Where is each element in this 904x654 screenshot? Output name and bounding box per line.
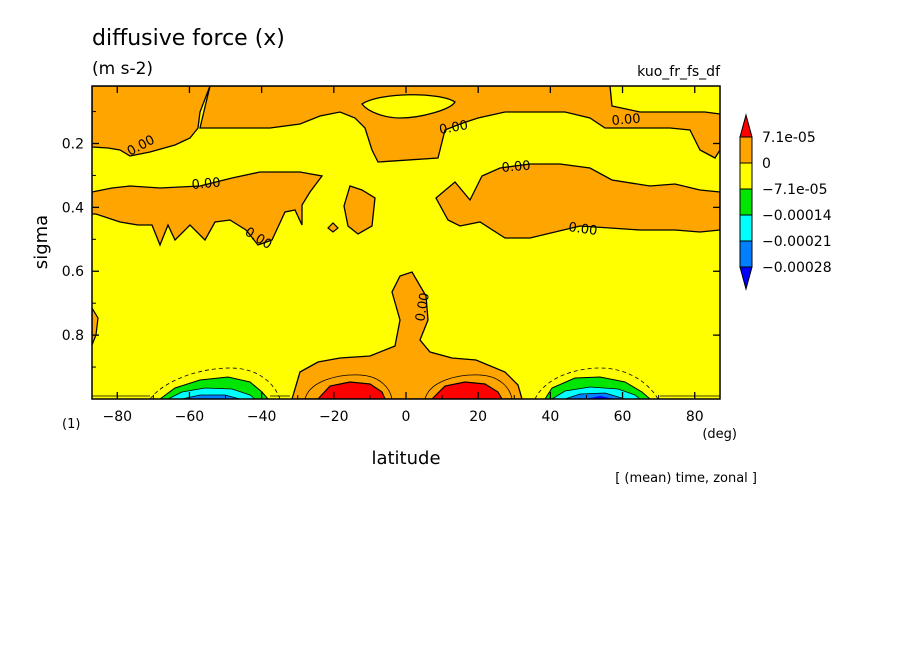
left-inner-contour (304, 374, 393, 399)
tropical-positive-region (291, 271, 523, 399)
colorbar-label: 0 (762, 156, 771, 172)
center-positive-blob (343, 185, 376, 235)
chart-units: (m s-2) (92, 59, 153, 79)
contour-label: 0.00 (567, 220, 598, 239)
colorbar-label: −0.00014 (762, 208, 832, 224)
colorbar-label: −7.1e-05 (762, 182, 827, 198)
left-red-core (317, 381, 386, 399)
colorbar-label: −0.00028 (762, 260, 832, 276)
mid-right-positive-region (435, 163, 720, 239)
contour-label: 0.00 (191, 176, 221, 193)
x-tick-label: −40 (247, 409, 277, 425)
y-axis: 0.2 0.4 0.6 0.8 (62, 111, 720, 368)
colorbar-label: 7.1e-05 (762, 130, 816, 146)
x-axis-label: latitude (371, 448, 440, 469)
right-dashed-contour (534, 367, 659, 399)
colorbar-band (739, 240, 753, 268)
x-tick-label: 80 (686, 409, 704, 425)
upper-positive-region (92, 86, 720, 163)
colorbar-label: −0.00021 (762, 234, 832, 250)
variable-id: kuo_fr_fs_df (637, 64, 721, 80)
chart-title: diffusive force (x) (92, 26, 285, 51)
colorbar-band (739, 162, 753, 190)
x-axis-unit: (deg) (702, 427, 737, 442)
y-tick-label: 0.6 (62, 264, 84, 280)
x-tick-label: 20 (469, 409, 487, 425)
top-negative-hole (361, 94, 456, 119)
contour-field (92, 86, 720, 399)
contour-label: 0.00 (413, 292, 433, 323)
x-tick-label: 60 (614, 409, 632, 425)
left-dashed-contour (149, 367, 281, 399)
y-tick-label: 0.4 (62, 200, 84, 216)
contour-label: 0.00 (611, 112, 641, 129)
footer-note: [ (mean) time, zonal ] (615, 471, 757, 486)
panel-label: (1) (62, 417, 80, 432)
x-tick-label: −20 (319, 409, 349, 425)
colorbar-band (739, 188, 753, 216)
mid-left-positive-region (92, 171, 324, 247)
colorbar-band (739, 136, 753, 164)
x-tick-label: −60 (175, 409, 205, 425)
contour-label: 0.00 (438, 118, 469, 138)
y-axis-label: sigma (31, 215, 52, 269)
colorbar-band (739, 214, 753, 242)
x-tick-label: 0 (402, 409, 411, 425)
y-tick-label: 0.8 (62, 328, 84, 344)
x-axis: −80 −60 −40 −20 0 20 40 60 80 (102, 86, 704, 425)
colorbar: 7.1e-05 0 −7.1e-05 −0.00014 −0.00021 −0.00028 (739, 113, 832, 291)
x-tick-label: 40 (541, 409, 559, 425)
right-blue-region (564, 392, 626, 399)
tiny-positive-blob (327, 222, 339, 233)
colorbar-top-arrow (739, 113, 753, 138)
x-tick-label: −80 (102, 409, 132, 425)
colorbar-bottom-arrow (739, 266, 753, 291)
y-tick-label: 0.2 (62, 136, 84, 152)
contour-label: 0.00 (501, 159, 531, 176)
right-red-core (431, 381, 503, 399)
right-inner-contour (424, 374, 513, 399)
